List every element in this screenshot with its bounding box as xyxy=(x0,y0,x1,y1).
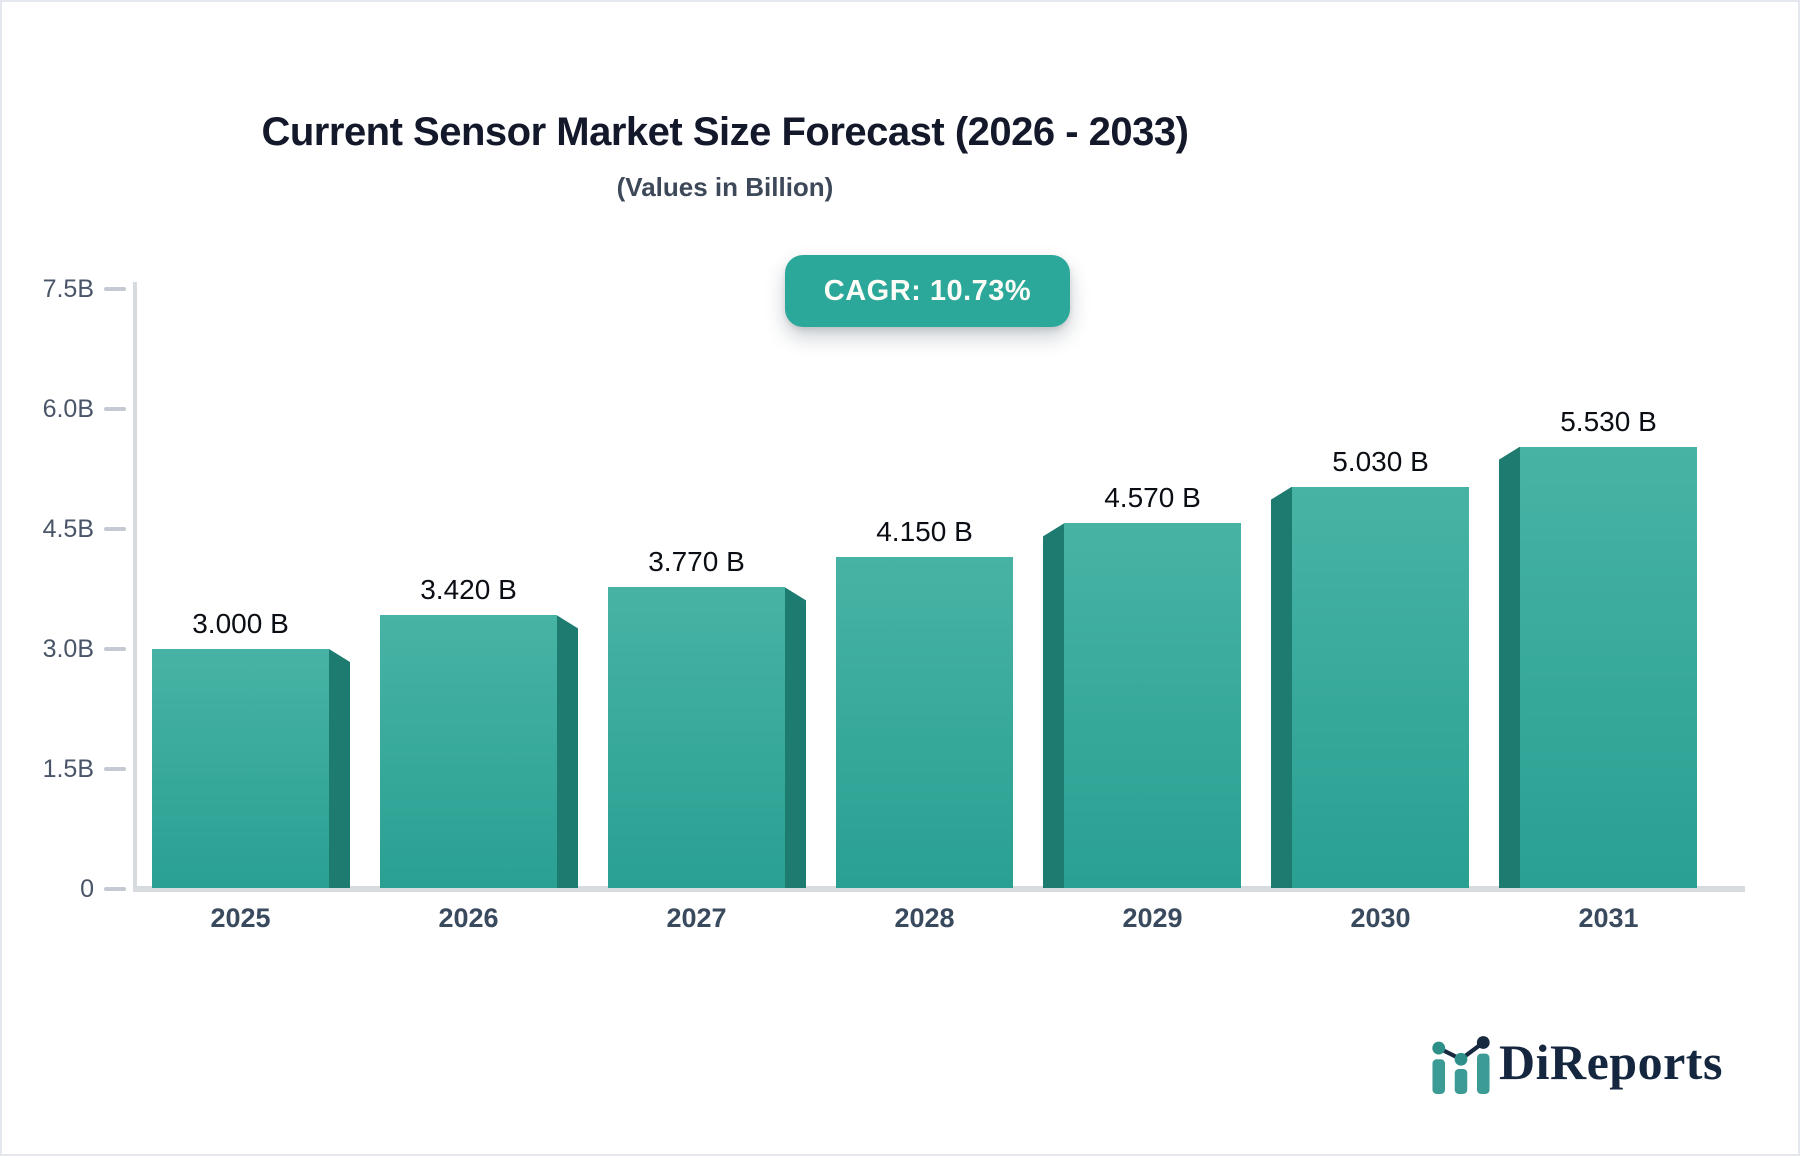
y-axis-tick-label: 3.0B xyxy=(42,635,94,663)
x-axis-label: 2028 xyxy=(894,903,955,933)
bar xyxy=(608,587,785,888)
y-axis-line xyxy=(133,282,137,890)
brand-logo: DiReports xyxy=(1430,1030,1723,1094)
bar-value-label: 3.000 B xyxy=(192,608,289,639)
bar-value-label: 5.030 B xyxy=(1332,445,1429,477)
x-axis-label: 2030 xyxy=(1350,903,1411,933)
y-axis-tick-mark xyxy=(104,527,126,531)
bar-3d-side xyxy=(1499,446,1520,888)
y-axis-tick-label: 4.5B xyxy=(42,515,94,543)
x-axis-label: 2026 xyxy=(438,903,499,933)
bar-value-label: 4.570 B xyxy=(1104,482,1201,514)
x-axis-baseline xyxy=(133,886,1745,892)
cagr-badge: CAGR: 10.73% xyxy=(785,255,1070,327)
x-axis-label: 2029 xyxy=(1122,903,1183,933)
bar xyxy=(836,557,1013,888)
chart-title: Current Sensor Market Size Forecast (202… xyxy=(261,110,1189,154)
y-axis-tick-label: 6.0B xyxy=(42,395,94,423)
brand-name: DiReports xyxy=(1499,1034,1723,1090)
bar-3d-side xyxy=(1043,523,1064,888)
bar-value-label: 3.420 B xyxy=(420,574,517,606)
y-axis-tick-mark xyxy=(104,887,126,891)
x-axis-label: 2025 xyxy=(210,903,271,933)
bar xyxy=(1292,486,1469,888)
cagr-badge-label: CAGR: 10.73% xyxy=(823,274,1032,307)
bar xyxy=(380,615,557,888)
y-axis-tick-mark xyxy=(104,647,126,651)
bar-3d-side xyxy=(329,649,350,888)
bar-value-label: 5.530 B xyxy=(1560,405,1657,437)
y-axis-tick-label: 0 xyxy=(80,875,94,903)
y-axis-tick-label: 1.5B xyxy=(42,755,94,783)
bar-value-label: 3.770 B xyxy=(648,546,745,578)
mini-bar-chart-icon xyxy=(1432,1036,1490,1094)
x-axis-label: 2031 xyxy=(1578,903,1639,933)
bar xyxy=(152,649,329,888)
bar xyxy=(1520,446,1697,888)
bar-value-label: 4.150 B xyxy=(876,516,973,547)
bar xyxy=(1064,523,1241,888)
bar-3d-side xyxy=(557,615,578,888)
bar-3d-side xyxy=(1271,486,1292,888)
y-axis-tick-mark xyxy=(104,287,126,291)
y-axis-tick-mark xyxy=(104,767,126,771)
chart-subtitle: (Values in Billion) xyxy=(616,172,834,202)
bar-3d-side xyxy=(785,587,806,888)
x-axis-label: 2027 xyxy=(666,903,727,933)
y-axis-tick-mark xyxy=(104,407,126,411)
y-axis-tick-label: 7.5B xyxy=(42,275,94,303)
